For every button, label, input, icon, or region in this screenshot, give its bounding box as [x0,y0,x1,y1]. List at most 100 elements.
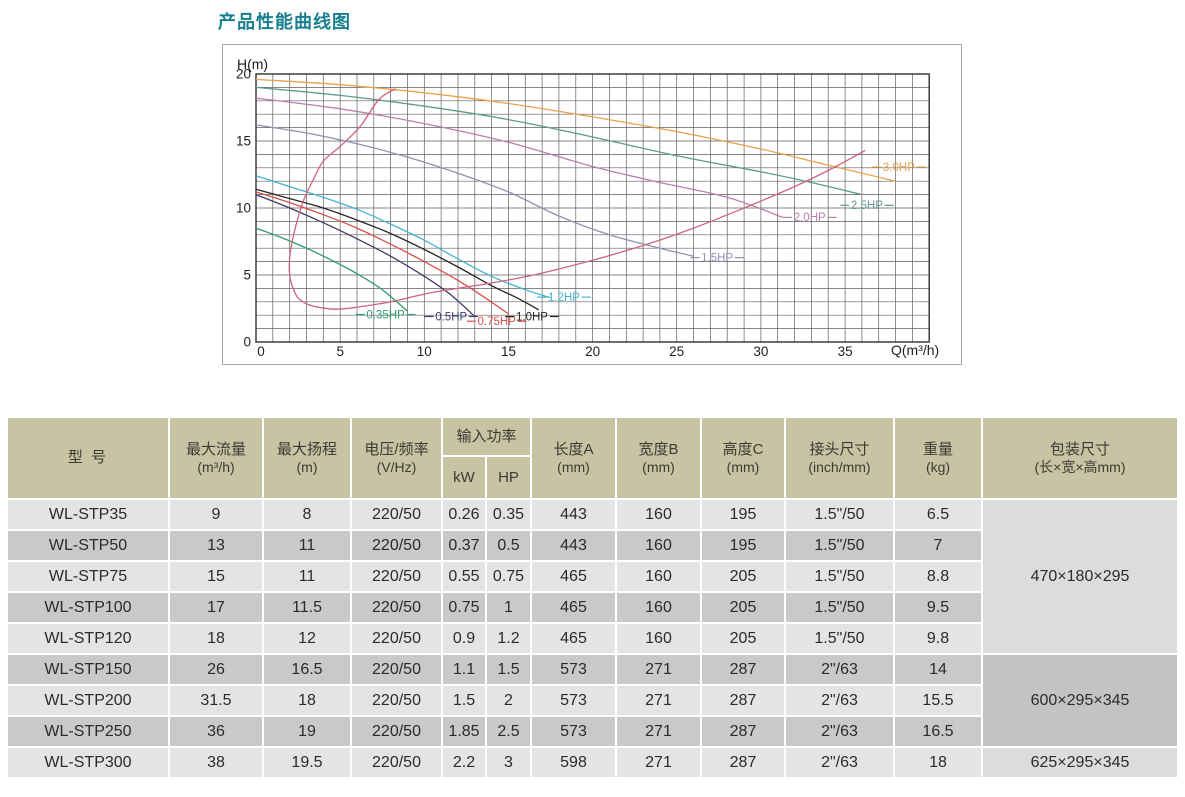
cell-hp: 0.75 [487,562,530,591]
cell-hp: 2.5 [487,717,530,746]
cell-hp: 2 [487,686,530,715]
x-axis-label: Q(m³/h) [891,342,939,358]
cell-connector: 2"/63 [786,655,893,684]
performance-chart-frame: 0.35HP 0.5HP 0.75HP 1.0HP 1.2HP 1.5HP 2.0HP 2.5… [222,44,962,365]
cell-max_flow: 17 [170,593,262,622]
x-tick-label: 5 [336,344,344,359]
cell-max_head: 12 [264,624,350,653]
cell-voltage: 220/50 [352,500,441,529]
cell-width: 271 [617,748,700,777]
cell-model: WL-STP300 [8,748,168,777]
y-tick-label: 20 [236,67,251,82]
cell-weight: 16.5 [895,717,981,746]
curve-0.5HP [255,193,476,317]
cell-width: 160 [617,500,700,529]
cell-max_flow: 38 [170,748,262,777]
page-title: 产品性能曲线图 [218,12,351,32]
cell-length: 443 [532,500,615,529]
cell-model: WL-STP50 [8,531,168,560]
cell-kw: 0.9 [443,624,485,653]
x-tick-label: 0 [257,344,265,359]
x-tick-label: 25 [669,344,684,359]
col-header-packaging: 包装尺寸 (长×宽×高mm) [983,418,1177,498]
cell-width: 160 [617,562,700,591]
cell-connector: 1.5"/50 [786,593,893,622]
cell-kw: 1.5 [443,686,485,715]
y-tick-label: 10 [236,201,251,216]
col-header-input-power: 输入功率 [443,418,530,455]
curve-0.35HP [255,227,408,312]
x-tick-label: 35 [838,344,853,359]
cell-voltage: 220/50 [352,655,441,684]
cell-length: 573 [532,686,615,715]
x-tick-label: 30 [753,344,768,359]
cell-packaging: 470×180×295 [983,500,1177,653]
curve-label-1.5HP: 1.5HP [701,252,733,264]
curve-label-1.2HP: 1.2HP [548,292,580,304]
cell-length: 573 [532,717,615,746]
cell-model: WL-STP75 [8,562,168,591]
cell-max_head: 18 [264,686,350,715]
cell-width: 271 [617,655,700,684]
cell-weight: 9.8 [895,624,981,653]
cell-max_head: 19 [264,717,350,746]
cell-voltage: 220/50 [352,686,441,715]
col-header-width: 宽度B (mm) [617,418,700,498]
cell-height: 205 [702,562,784,591]
cell-height: 195 [702,500,784,529]
curve-label-3.0HP: 3.0HP [883,162,915,174]
cell-voltage: 220/50 [352,593,441,622]
cell-connector: 1.5"/50 [786,531,893,560]
cell-height: 205 [702,593,784,622]
cell-model: WL-STP120 [8,624,168,653]
cell-kw: 1.85 [443,717,485,746]
cell-max_flow: 13 [170,531,262,560]
cell-kw: 0.75 [443,593,485,622]
cell-max_flow: 9 [170,500,262,529]
curve-2.0HP [255,97,784,219]
x-tick-label: 10 [417,344,432,359]
col-header-length: 长度A (mm) [532,418,615,498]
cell-kw: 2.2 [443,748,485,777]
cell-voltage: 220/50 [352,717,441,746]
curve-label-0.75HP: 0.75HP [478,316,517,328]
x-tick-label: 20 [585,344,600,359]
cell-connector: 2"/63 [786,748,893,777]
curve-0.75HP [255,191,509,315]
col-header-connector: 接头尺寸 (inch/mm) [786,418,893,498]
cell-weight: 8.8 [895,562,981,591]
cell-weight: 14 [895,655,981,684]
cell-hp: 1.5 [487,655,530,684]
cell-kw: 0.37 [443,531,485,560]
cell-length: 465 [532,593,615,622]
cell-height: 287 [702,655,784,684]
cell-hp: 3 [487,748,530,777]
cell-weight: 9.5 [895,593,981,622]
col-header-height: 高度C (mm) [702,418,784,498]
cell-max_head: 11 [264,562,350,591]
cell-max_flow: 26 [170,655,262,684]
cell-max_head: 16.5 [264,655,350,684]
cell-connector: 1.5"/50 [786,562,893,591]
cell-length: 465 [532,624,615,653]
cell-connector: 2"/63 [786,717,893,746]
cell-weight: 18 [895,748,981,777]
col-header-model: 型 号 [8,418,168,498]
y-tick-label: 15 [236,134,251,149]
curve-operating-envelope [288,88,866,310]
cell-model: WL-STP35 [8,500,168,529]
y-tick-label: 5 [243,268,251,283]
cell-length: 573 [532,655,615,684]
cell-max_head: 11 [264,531,350,560]
cell-max_head: 8 [264,500,350,529]
cell-packaging: 600×295×345 [983,655,1177,746]
curve-2.5HP [255,86,863,196]
cell-kw: 0.26 [443,500,485,529]
cell-weight: 15.5 [895,686,981,715]
cell-height: 287 [702,748,784,777]
cell-voltage: 220/50 [352,531,441,560]
cell-model: WL-STP100 [8,593,168,622]
cell-length: 465 [532,562,615,591]
cell-width: 160 [617,624,700,653]
